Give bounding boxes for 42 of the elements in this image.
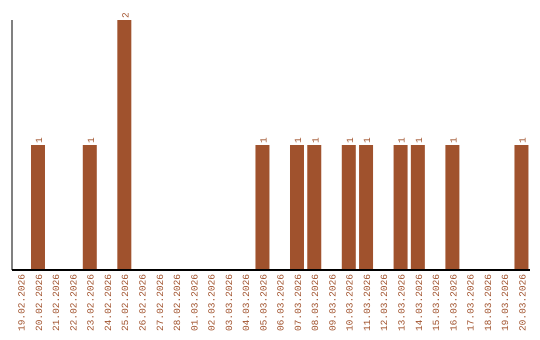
data-label: 2 <box>120 12 132 18</box>
data-label: 1 <box>517 137 528 143</box>
x-tick-label: 23.02.2026 <box>86 274 97 332</box>
x-tick-label: 26.02.2026 <box>138 274 148 332</box>
x-tick-label: 16.03.2026 <box>448 274 460 332</box>
x-tick-label: 22.02.2026 <box>68 274 80 332</box>
data-label: 1 <box>34 137 45 143</box>
x-tick-label: 17.03.2026 <box>466 274 477 332</box>
data-label: 1 <box>86 137 97 143</box>
x-tick-label: 28.02.2026 <box>172 274 184 332</box>
x-tick-label: 27.02.2026 <box>154 274 166 332</box>
x-tick-label: 25.02.2026 <box>120 274 132 332</box>
x-tick-label: 20.03.2026 <box>517 274 528 332</box>
x-tick-label: 15.03.2026 <box>431 274 442 332</box>
x-tick-label: 18.03.2026 <box>482 274 494 332</box>
x-tick-label: 08.03.2026 <box>310 274 322 332</box>
x-tick-label: 05.03.2026 <box>258 274 270 332</box>
x-tick-label: 19.03.2026 <box>500 274 512 332</box>
x-tick-label: 13.03.2026 <box>396 274 408 332</box>
data-label: 1 <box>292 137 304 143</box>
x-tick-label: 21.02.2026 <box>51 274 62 332</box>
x-tick-label: 02.03.2026 <box>206 274 218 332</box>
x-tick-label: 24.02.2026 <box>102 274 114 332</box>
data-label: 1 <box>414 137 425 143</box>
data-label: 1 <box>344 137 356 143</box>
x-tick-label: 14.03.2026 <box>414 274 425 332</box>
x-tick-label: 11.03.2026 <box>362 274 373 332</box>
x-tick-label: 09.03.2026 <box>327 274 338 332</box>
x-tick-label: 07.03.2026 <box>292 274 304 332</box>
data-label: 1 <box>310 137 322 143</box>
data-label: 1 <box>396 137 408 143</box>
x-tick-label: 12.03.2026 <box>379 274 390 332</box>
x-tick-label: 10.03.2026 <box>344 274 356 332</box>
x-tick-label: 20.02.2026 <box>34 274 45 332</box>
x-tick-label: 06.03.2026 <box>276 274 287 332</box>
x-tick-label: 19.02.2026 <box>16 274 28 332</box>
data-label: 1 <box>448 137 460 143</box>
x-tick-label: 01.03.2026 <box>189 274 200 332</box>
x-tick-label: 03.03.2026 <box>224 274 235 332</box>
data-label: 1 <box>362 137 374 143</box>
x-tick-label: 04.03.2026 <box>241 274 252 332</box>
data-label: 1 <box>258 137 270 143</box>
